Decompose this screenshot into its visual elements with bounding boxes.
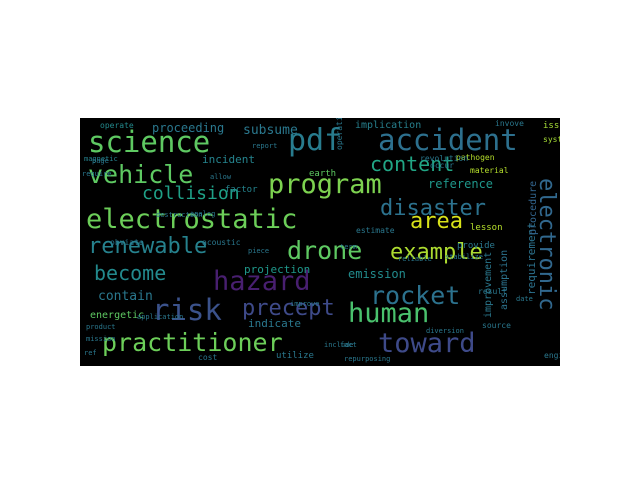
cloud-word: magnetic — [84, 155, 118, 163]
cloud-word: require — [82, 170, 112, 178]
cloud-word: reference — [428, 177, 494, 191]
cloud-word: invove — [495, 119, 524, 128]
cloud-word: precept — [242, 296, 335, 321]
cloud-word: assumption — [499, 249, 510, 310]
cloud-word: content — [370, 152, 455, 176]
cloud-word: program — [268, 169, 382, 200]
cloud-word: become — [94, 261, 167, 285]
cloud-word: drone — [287, 236, 363, 265]
cloud-word: emission — [348, 267, 406, 281]
cloud-word: piece — [248, 247, 270, 255]
cloud-word: human — [348, 298, 430, 329]
word-cloud: electrostatic program hazard drone rocke… — [80, 118, 560, 366]
cloud-word: date — [516, 295, 533, 303]
cloud-word: product — [86, 323, 116, 331]
cloud-word: risk — [152, 293, 222, 327]
cloud-word: science — [88, 125, 211, 159]
cloud-word: ref — [84, 349, 97, 357]
cloud-word: incident — [202, 153, 255, 166]
cloud-word: contain — [98, 289, 153, 304]
cloud-word: projection — [244, 263, 311, 276]
cloud-word: include — [324, 341, 354, 349]
cloud-word: issue — [543, 121, 560, 131]
cloud-word: report — [252, 142, 278, 150]
cloud-word: lesson — [470, 223, 503, 233]
cloud-word: term — [340, 243, 357, 251]
cloud-word: result — [478, 287, 507, 296]
cloud-word: acoustic — [202, 238, 241, 247]
cloud-word: provide — [457, 241, 495, 251]
cloud-word: stabilize — [445, 253, 483, 261]
cloud-word: allow — [210, 173, 232, 181]
cloud-word: engine — [544, 351, 560, 360]
cloud-word: accident — [378, 123, 518, 157]
cloud-word: mission — [86, 335, 116, 343]
cloud-word: analog — [190, 210, 216, 218]
cloud-word: implication — [355, 120, 422, 131]
cloud-word: subsume — [243, 123, 298, 138]
cloud-word: factor — [225, 185, 258, 195]
cloud-word: fact — [340, 341, 357, 349]
cloud-word: proceeding — [152, 121, 225, 135]
cloud-word: pathogen — [456, 153, 495, 162]
cloud-word: renewable — [88, 234, 208, 259]
cloud-word: energetic — [90, 310, 145, 321]
cloud-word: revolution — [420, 154, 469, 163]
cloud-word: improve — [290, 300, 320, 308]
cloud-word: rocket — [370, 281, 461, 310]
cloud-word: material — [470, 166, 509, 175]
cloud-word: cost — [198, 353, 218, 362]
cloud-word: estimate — [356, 226, 395, 235]
cloud-word: operation — [335, 118, 344, 150]
cloud-word: occur — [430, 161, 455, 170]
cloud-word: diversion — [426, 327, 464, 335]
cloud-word: electrostatic — [86, 204, 298, 235]
cloud-word: destruction — [156, 211, 203, 219]
cloud-word: reliable — [398, 255, 432, 263]
cloud-word: indicate — [248, 317, 301, 330]
cloud-word: source — [482, 321, 511, 330]
cloud-word: disaster — [380, 196, 486, 221]
cloud-word: practitioner — [102, 328, 283, 357]
cloud-word: procedure — [528, 180, 539, 235]
cloud-word: system — [543, 135, 560, 144]
cloud-word: obviate — [110, 238, 144, 247]
cloud-word: operate — [100, 121, 134, 130]
cloud-word: example — [390, 240, 483, 265]
cloud-word: pdf — [288, 123, 343, 158]
cloud-word: repurposing — [344, 355, 391, 363]
cloud-word: toward — [378, 328, 476, 359]
cloud-word: collision — [142, 183, 240, 204]
cloud-word: area — [410, 209, 463, 234]
cloud-word: utilize — [276, 351, 314, 361]
cloud-word: improvement — [483, 251, 494, 318]
cloud-word: page — [92, 157, 109, 165]
cloud-word: application — [137, 313, 184, 321]
cloud-word: hazard — [213, 266, 311, 297]
cloud-word: earth — [309, 169, 337, 179]
cloud-word: vehicle — [88, 160, 194, 189]
